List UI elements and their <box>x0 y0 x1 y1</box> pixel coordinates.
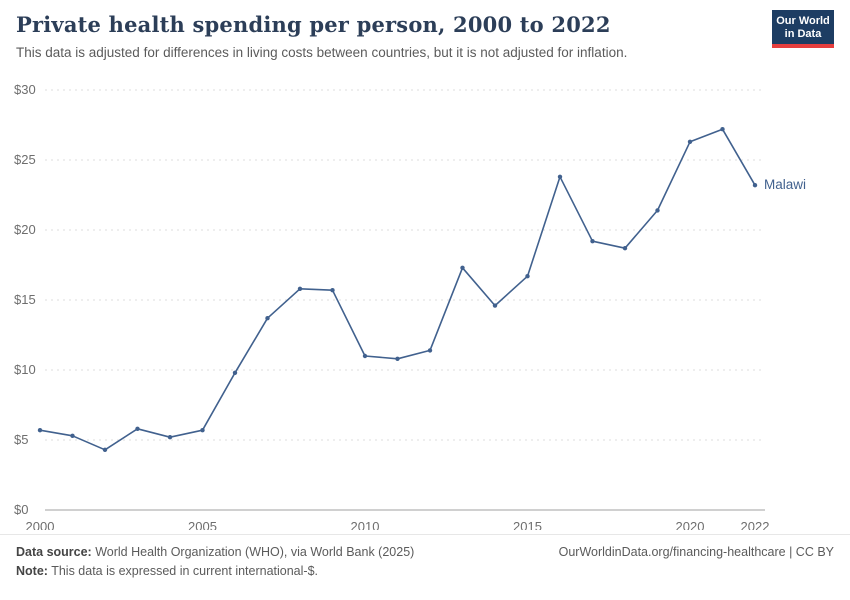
data-point[interactable] <box>687 139 693 144</box>
malawi-line[interactable] <box>39 128 756 451</box>
chart-footer: Data source: World Health Organization (… <box>0 534 850 600</box>
data-point[interactable] <box>492 303 498 308</box>
data-point[interactable] <box>557 174 563 179</box>
data-point[interactable] <box>70 433 75 438</box>
chart-title: Private health spending per person, 2000… <box>16 12 611 37</box>
data-point[interactable] <box>37 428 43 433</box>
chart-header: Private health spending per person, 2000… <box>0 0 850 60</box>
x-axis-tick-label: 2015 <box>513 519 542 530</box>
y-axis-tick-label: $25 <box>14 152 36 167</box>
data-point[interactable] <box>427 348 433 353</box>
data-point[interactable] <box>622 246 628 251</box>
owid-logo-line1: Our World <box>776 15 830 27</box>
chart-subtitle: This data is adjusted for differences in… <box>16 45 628 60</box>
footer-left: Data source: World Health Organization (… <box>16 545 414 600</box>
footer-divider: | <box>785 545 796 559</box>
data-point[interactable] <box>460 265 465 270</box>
data-point[interactable] <box>167 435 173 440</box>
owid-logo[interactable]: Our World in Data <box>772 10 834 48</box>
data-point[interactable] <box>232 370 238 375</box>
data-point[interactable] <box>330 288 335 293</box>
data-point[interactable] <box>200 428 205 433</box>
x-axis-tick-label: 2020 <box>676 519 705 530</box>
y-axis-tick-label: $5 <box>14 432 28 447</box>
data-point[interactable] <box>395 356 400 361</box>
data-source-text: World Health Organization (WHO), via Wor… <box>91 545 415 559</box>
note-text: This data is expressed in current intern… <box>47 564 319 578</box>
note-line: Note: This data is expressed in current … <box>16 564 414 578</box>
data-point[interactable] <box>525 274 530 279</box>
permalink[interactable]: OurWorldinData.org/financing-healthcare <box>558 545 786 559</box>
footer-right: OurWorldinData.org/financing-healthcare … <box>559 545 834 600</box>
chart-area[interactable]: $0 $5 $10 $15 $20 $25 $30 2000 2005 2010 2015 2020 2… <box>0 82 850 534</box>
data-point[interactable] <box>590 239 595 244</box>
x-axis-tick-label: 2005 <box>188 519 217 530</box>
data-point[interactable] <box>752 183 758 188</box>
y-axis-tick-label: $20 <box>14 222 36 237</box>
data-point[interactable] <box>135 426 140 431</box>
x-axis-tick-label: 2022 <box>741 519 770 530</box>
y-axis-tick-label: $0 <box>14 502 28 517</box>
x-axis-tick-label: 2000 <box>26 519 55 530</box>
license-label: CC BY <box>795 545 834 559</box>
data-source-line: Data source: World Health Organization (… <box>16 545 414 559</box>
data-source-label: Data source: <box>16 545 92 559</box>
y-axis-tick-label: $10 <box>14 362 36 377</box>
data-point[interactable] <box>297 286 303 291</box>
data-point[interactable] <box>655 208 660 213</box>
series-label-malawi[interactable]: Malawi <box>764 177 806 192</box>
y-axis-tick-label: $15 <box>14 292 36 307</box>
data-point[interactable] <box>362 353 368 359</box>
chart-svg[interactable]: $0 $5 $10 $15 $20 $25 $30 2000 2005 2010 2015 2020 2… <box>0 82 850 534</box>
data-point[interactable] <box>102 447 108 452</box>
y-axis-tick-label: $30 <box>14 84 36 97</box>
x-axis-tick-label: 2010 <box>351 519 380 530</box>
note-label: Note: <box>16 564 48 578</box>
data-point[interactable] <box>265 316 270 321</box>
owid-logo-line2: in Data <box>784 28 822 40</box>
data-point[interactable] <box>720 127 725 132</box>
